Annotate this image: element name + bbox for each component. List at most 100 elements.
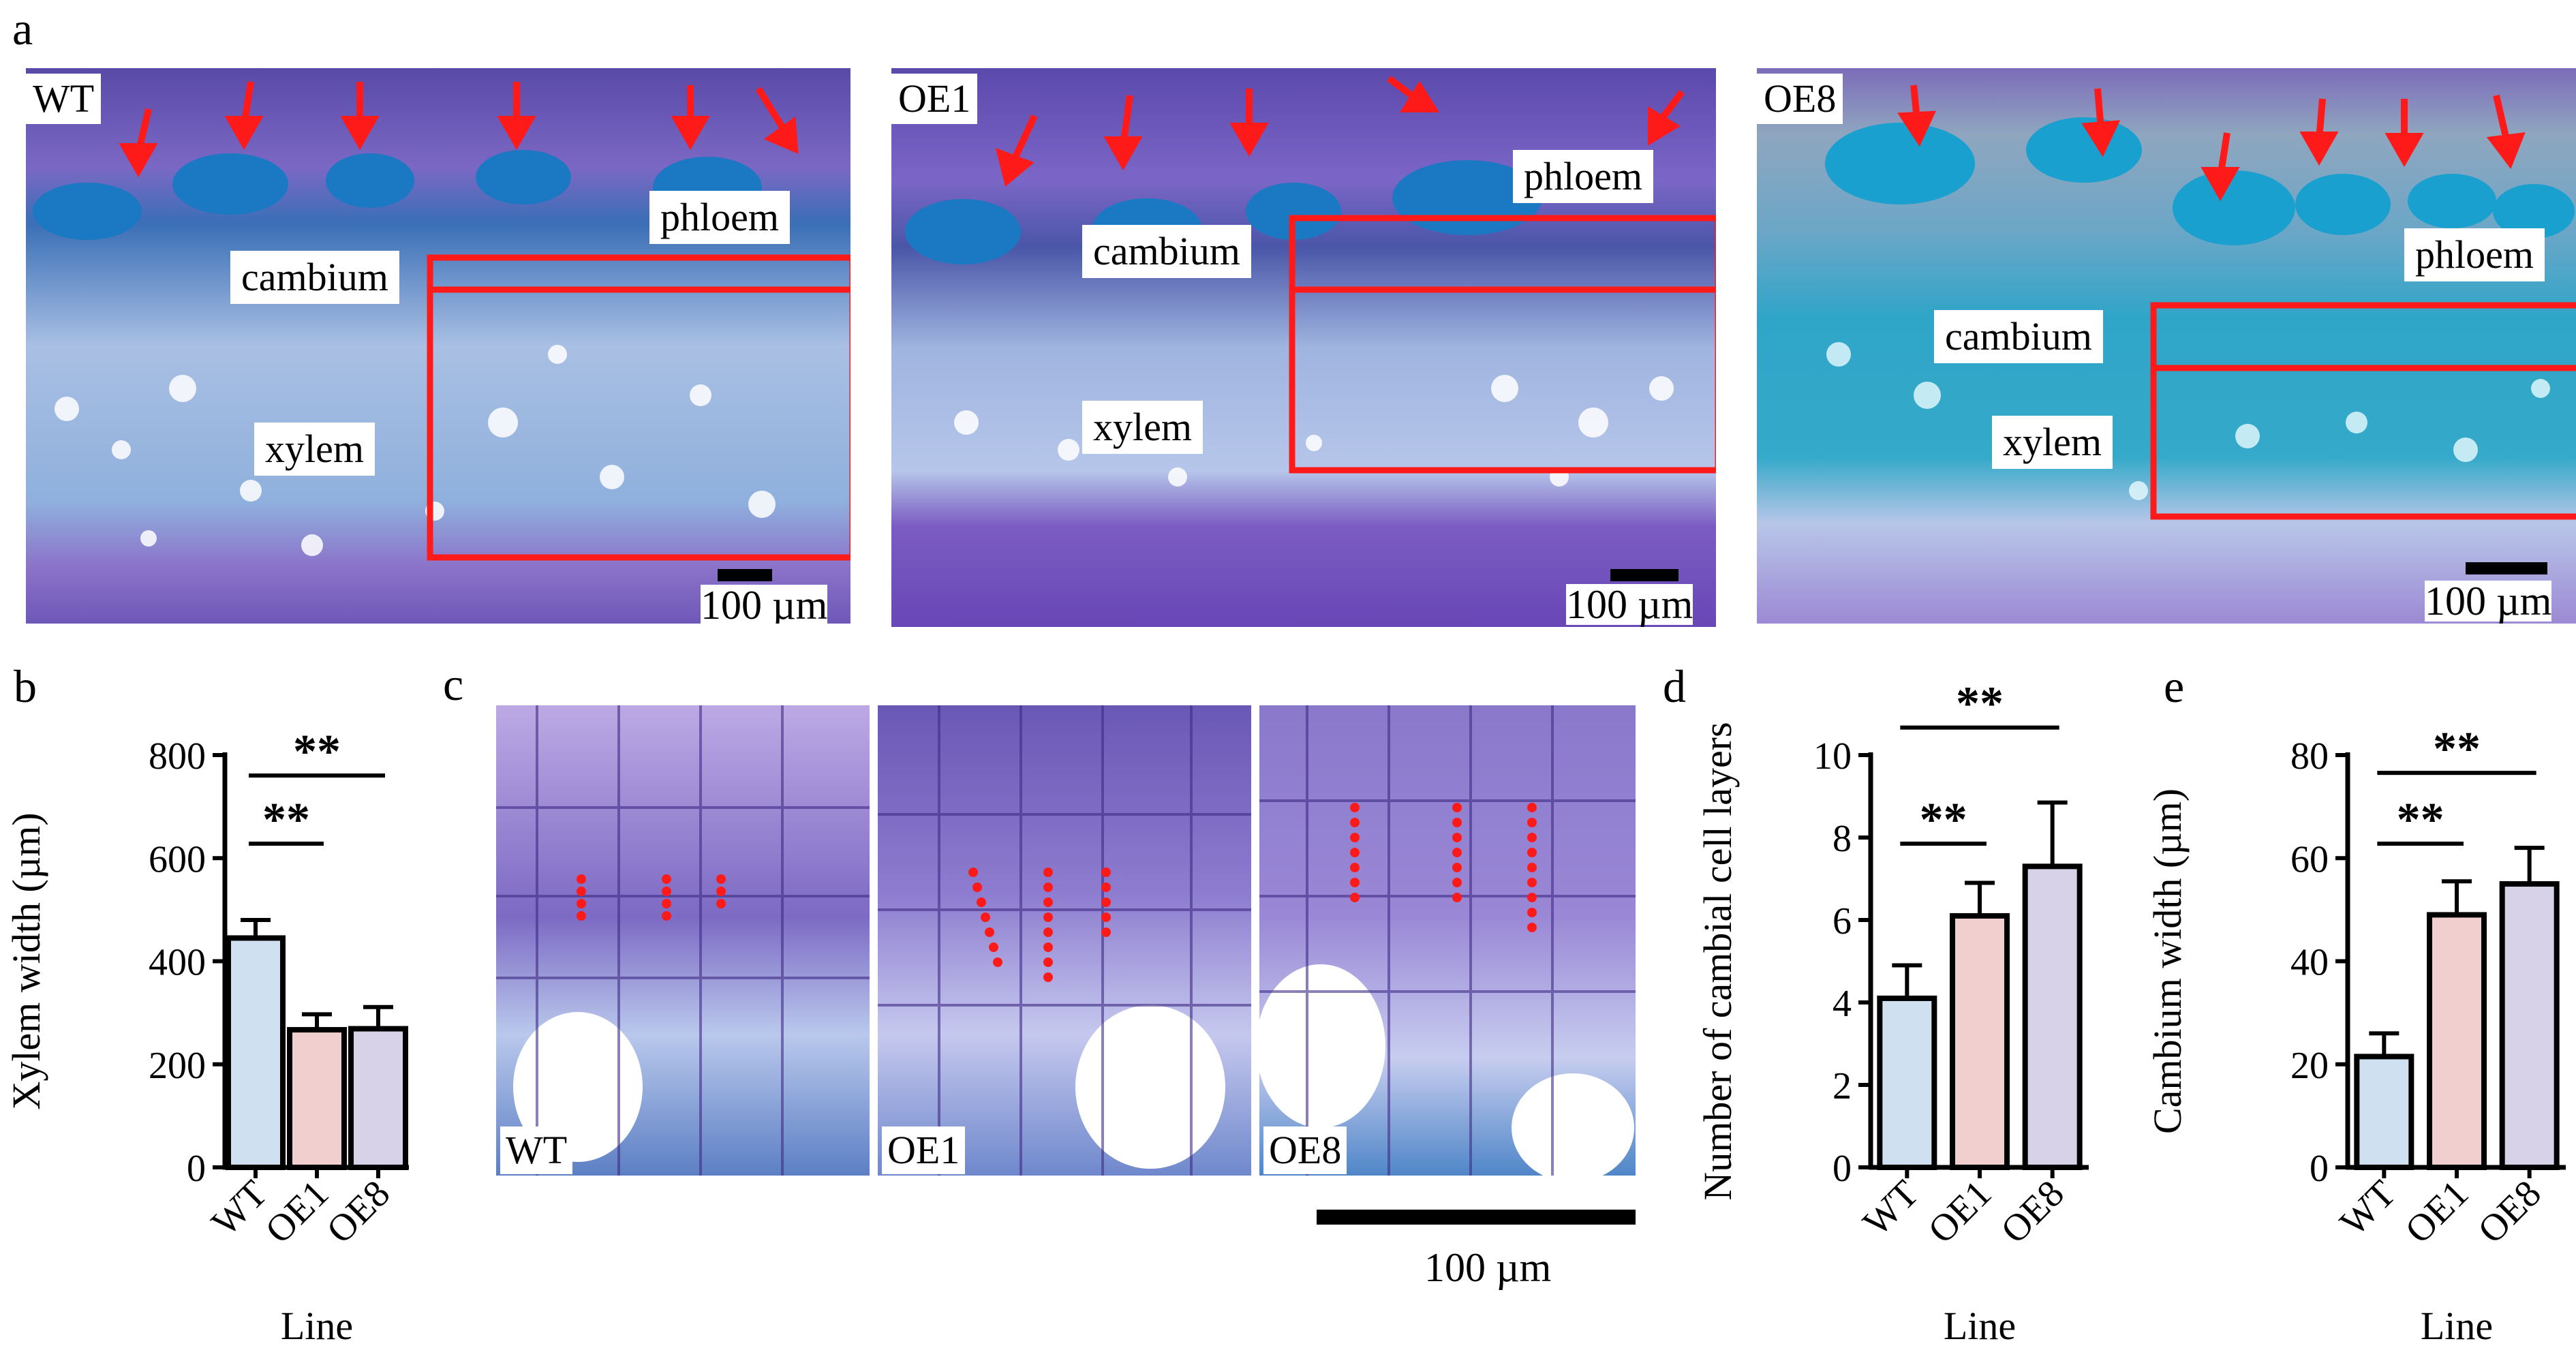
x-tick-label-oe8: OE8 (1993, 1172, 2072, 1251)
panel-e-letter: e (2164, 660, 2184, 712)
cell-dot-wt-file1 (577, 887, 586, 896)
x-tick-label-oe1: OE1 (2397, 1172, 2477, 1251)
cell-dot-wt-file1 (577, 899, 586, 908)
cell-dot-oe8-file2 (1452, 863, 1462, 872)
micrograph-oe1-cambium-label: cambium (1082, 225, 1251, 278)
significance-marker: ** (293, 726, 341, 778)
x-tick-label-oe8: OE8 (2470, 1172, 2549, 1251)
cell-dot-wt-file3 (716, 874, 726, 884)
cell-dot-wt-file2 (662, 911, 671, 921)
cell-dot-oe8-file3 (1527, 878, 1537, 887)
micrograph-oe8: OE8 phloem cambium xylem 100 µm (1757, 68, 2576, 624)
y-tick-label: 60 (2290, 838, 2329, 880)
bar-oe1 (2427, 912, 2487, 1170)
micrograph-oe8-cambium-label: cambium (1934, 310, 2103, 363)
closeup-oe1-drawing (878, 705, 1251, 1176)
cell-dot-oe1-file2 (1043, 942, 1053, 952)
cell-dot-oe1-file1 (993, 957, 1002, 967)
cell-dot-oe8-file1 (1350, 878, 1360, 887)
cell-dot-oe1-file2 (1043, 898, 1053, 907)
y-tick-label: 2 (1833, 1065, 1852, 1107)
cell-dot-oe1-file3 (1101, 927, 1111, 937)
y-tick-label: 0 (1833, 1148, 1852, 1190)
cell-dot-oe1-file1 (981, 912, 990, 922)
micrograph-oe1-scale-label: 100 µm (1566, 582, 1693, 627)
y-tick-label: 10 (1813, 735, 1852, 778)
x-axis-label: Line (1944, 1304, 2016, 1348)
micrograph-wt-line-label: WT (26, 74, 102, 124)
y-tick-label: 0 (2310, 1148, 2329, 1190)
cell-dot-oe8-file3 (1527, 818, 1537, 827)
closeup-oe8: OE8 (1259, 705, 1636, 1176)
cell-dot-oe1-file3 (1101, 898, 1111, 907)
bar-oe8 (2022, 863, 2083, 1170)
y-tick-label: 600 (149, 838, 206, 880)
x-tick-label-oe8: OE8 (319, 1172, 398, 1251)
cell-dot-oe1-file1 (968, 868, 978, 877)
micrograph-wt-scale-label: 100 µm (701, 585, 828, 624)
cell-dot-oe8-file1 (1350, 848, 1360, 857)
micrograph-oe8-drawing (1757, 68, 2576, 624)
cell-dot-oe1-file1 (985, 927, 994, 937)
cell-dot-oe8-file2 (1452, 803, 1462, 812)
closeup-oe8-line-label: OE8 (1263, 1126, 1347, 1174)
cell-dot-oe1-file3 (1101, 912, 1111, 922)
cell-dot-oe8-file1 (1350, 803, 1360, 812)
significance-marker: ** (262, 794, 310, 846)
panel-c-letter: c (443, 658, 464, 710)
cell-dot-oe1-file2 (1043, 912, 1053, 922)
bar-wt (2354, 1054, 2414, 1170)
cell-dot-oe8-file2 (1452, 848, 1462, 857)
cell-dot-wt-file2 (662, 887, 671, 896)
x-tick-label-wt: WT (204, 1172, 275, 1244)
cell-dot-oe8-file3 (1527, 908, 1537, 917)
cell-dot-oe8-file3 (1527, 833, 1537, 842)
x-tick-label-wt: WT (1855, 1172, 1927, 1244)
cell-dot-oe1-file2 (1043, 927, 1053, 937)
cell-dot-oe1-file2 (1043, 957, 1053, 967)
micrograph-oe1-scale-bar (1610, 569, 1678, 581)
micrograph-oe1-phloem-label: phloem (1513, 150, 1653, 203)
panel-b-letter: b (14, 660, 37, 712)
closeup-oe8-drawing (1259, 705, 1636, 1176)
micrograph-oe8-scale-label: 100 µm (2425, 579, 2552, 624)
closeup-oe1-line-label: OE1 (882, 1126, 966, 1174)
significance-marker: ** (1920, 794, 1967, 846)
cell-dot-oe1-file1 (977, 898, 986, 907)
x-axis-label: Line (281, 1304, 353, 1348)
y-axis-label: Xylem width (µm) (4, 812, 48, 1109)
micrograph-oe1-line-label: OE1 (891, 74, 978, 124)
cell-dot-wt-file3 (716, 899, 726, 908)
micrograph-oe1: OE1 phloem cambium xylem 100 µm (891, 68, 1716, 627)
micrograph-oe8-phloem-label: phloem (2404, 228, 2545, 281)
y-tick-label: 400 (149, 942, 206, 984)
closeup-scale-bar (1317, 1210, 1636, 1225)
panel-d-letter: d (1663, 660, 1686, 712)
significance-marker: ** (2397, 794, 2444, 846)
micrograph-oe8-line-label: OE8 (1757, 74, 1843, 124)
micrograph-oe8-xylem-label: xylem (1992, 416, 2113, 469)
y-tick-label: 8 (1833, 818, 1852, 860)
y-tick-label: 40 (2290, 942, 2329, 984)
y-tick-label: 0 (187, 1148, 206, 1190)
cell-dot-oe8-file3 (1527, 893, 1537, 902)
y-axis-label: Number of cambial cell layers (1696, 722, 1740, 1200)
cell-dot-wt-file3 (716, 887, 726, 896)
cell-dot-wt-file1 (577, 911, 586, 921)
cell-dot-oe8-file1 (1350, 833, 1360, 842)
y-tick-label: 6 (1833, 900, 1852, 942)
significance-marker: ** (1956, 678, 2004, 731)
cell-dot-oe1-file2 (1043, 883, 1053, 892)
cell-dot-oe8-file1 (1350, 863, 1360, 872)
bar-wt (226, 935, 286, 1170)
bar-oe1 (1950, 912, 2010, 1170)
x-tick-label-oe1: OE1 (1920, 1172, 1999, 1251)
cell-dot-oe1-file1 (989, 942, 998, 952)
cell-dot-oe1-file3 (1101, 883, 1111, 892)
cell-dot-oe8-file2 (1452, 833, 1462, 842)
y-tick-label: 20 (2290, 1045, 2329, 1087)
cell-dot-oe8-file3 (1527, 803, 1537, 812)
micrograph-wt-scale-bar (718, 569, 772, 581)
